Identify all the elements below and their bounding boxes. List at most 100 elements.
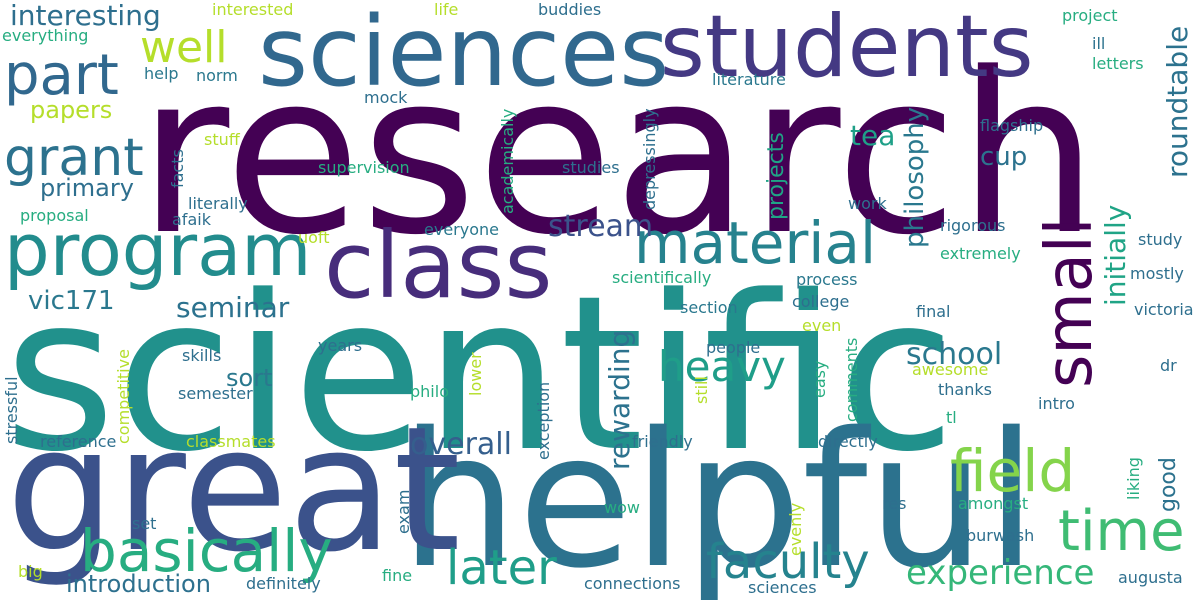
word-evenly: evenly xyxy=(786,502,805,556)
word-interested: interested xyxy=(212,0,294,19)
word-afaik: afaik xyxy=(172,210,211,229)
word-papers: papers xyxy=(30,96,113,124)
word-connections: connections xyxy=(584,574,681,593)
word-exam: exam xyxy=(394,489,413,534)
word-scientific: scientific xyxy=(4,250,956,499)
word-material: material xyxy=(634,209,877,277)
word-res: res xyxy=(882,494,907,513)
word-competitive: competitive xyxy=(114,349,133,444)
word-norm: norm xyxy=(196,66,238,85)
word-overall: overall xyxy=(410,427,512,462)
word-everyone: everyone xyxy=(424,220,499,239)
word-projects: projects xyxy=(764,132,789,220)
word-literally: literally xyxy=(188,194,248,213)
word-scientifically: scientifically xyxy=(612,268,712,287)
word-reference: reference xyxy=(40,432,117,451)
word-even: even xyxy=(802,316,842,335)
word-easy: easy xyxy=(810,360,829,398)
word-school: school xyxy=(906,337,1003,372)
word-final: final xyxy=(916,302,951,321)
word-dr: dr xyxy=(1160,356,1177,375)
word-work: work xyxy=(848,194,887,213)
word-academically: academically xyxy=(498,108,517,214)
word-sciences-small: sciences xyxy=(748,578,817,597)
word-later: later xyxy=(446,540,557,596)
word-buddies: buddies xyxy=(538,0,602,19)
word-helpful: helpful xyxy=(400,392,1038,600)
word-class: class xyxy=(324,212,553,319)
word-wow: wow xyxy=(604,498,640,517)
word-seminar: seminar xyxy=(176,291,290,324)
word-introduction: introduction xyxy=(66,570,211,598)
word-semester: semester xyxy=(178,384,253,403)
word-cup: cup xyxy=(980,142,1028,172)
word-well: well xyxy=(140,22,228,73)
word-study: study xyxy=(1138,230,1183,249)
word-people: people xyxy=(706,338,761,357)
word-awesome: awesome xyxy=(912,360,989,379)
word-studies: studies xyxy=(562,158,620,177)
word-college: college xyxy=(792,292,850,311)
word-still: still xyxy=(692,376,711,404)
word-flagship: flagship xyxy=(980,116,1044,135)
word-supervision: supervision xyxy=(318,158,410,177)
word-rigorous: rigorous xyxy=(940,216,1006,235)
word-fine: fine xyxy=(382,566,413,585)
word-liking: liking xyxy=(1124,457,1143,500)
word-section: section xyxy=(680,298,738,317)
word-philosophy: philosophy xyxy=(900,106,930,248)
word-classmates: classmates xyxy=(186,432,276,451)
word-sort: sort xyxy=(226,364,273,392)
word-literature: literature xyxy=(712,70,786,89)
word-uoft: uoft xyxy=(298,228,330,247)
word-grant: grant xyxy=(4,128,144,188)
word-big: big xyxy=(18,562,43,581)
word-life: life xyxy=(434,0,459,19)
word-directly: directly xyxy=(818,432,878,451)
word-tl: tl xyxy=(946,408,957,427)
word-philo: philo xyxy=(410,382,449,401)
word-initially: initially xyxy=(1099,204,1132,306)
word-heavy: heavy xyxy=(658,342,786,391)
word-stuff: stuff xyxy=(204,130,240,149)
word-letters: letters xyxy=(1092,54,1144,73)
word-facts: facts xyxy=(168,149,187,188)
word-depressingly: depressingly xyxy=(640,108,659,210)
word-burwash: burwash xyxy=(966,526,1035,545)
word-project: project xyxy=(1062,6,1118,25)
word-tea: tea xyxy=(850,119,896,152)
word-research: research xyxy=(138,26,1099,284)
word-vic171: vic171 xyxy=(28,286,115,316)
word-roundtable: roundtable xyxy=(1161,25,1194,178)
word-victoria: victoria xyxy=(1134,300,1194,319)
word-extremely: extremely xyxy=(940,244,1021,263)
word-faculty: faculty xyxy=(706,534,870,590)
word-interesting: interesting xyxy=(10,0,161,32)
word-students: students xyxy=(660,0,1034,97)
word-comments: comments xyxy=(842,337,861,422)
word-ill: ill xyxy=(1092,34,1106,53)
word-rewarding: rewarding xyxy=(603,329,636,470)
word-thanks: thanks xyxy=(938,380,992,399)
word-augusta: augusta xyxy=(1118,568,1183,587)
word-time: time xyxy=(1058,499,1185,564)
word-good: good xyxy=(1156,457,1181,512)
word-sciences: sciences xyxy=(258,0,670,108)
word-friendly: friendly xyxy=(632,432,693,451)
word-great: great xyxy=(6,389,461,590)
word-program: program xyxy=(4,208,312,292)
word-everything: everything xyxy=(2,26,89,45)
word-small: small xyxy=(1033,217,1107,388)
word-definitely: definitely xyxy=(246,574,321,593)
word-intro: intro xyxy=(1038,394,1075,413)
word-mock: mock xyxy=(364,88,408,107)
word-basically: basically xyxy=(80,517,333,585)
word-years: years xyxy=(318,336,363,355)
word-mostly: mostly xyxy=(1130,264,1184,283)
word-field: field xyxy=(950,437,1076,505)
word-process: process xyxy=(796,270,858,289)
word-amongst: amongst xyxy=(958,494,1029,513)
word-part: part xyxy=(4,43,119,108)
word-proposal: proposal xyxy=(20,206,89,225)
